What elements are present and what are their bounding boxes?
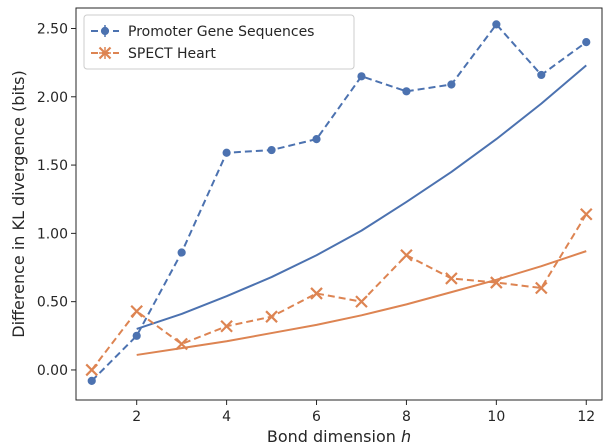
data-point-0 [492,20,501,29]
data-point-1 [175,337,188,351]
legend-label: Promoter Gene Sequences [128,24,314,40]
data-point-0 [222,148,231,157]
trend-line-3 [136,250,587,356]
data-point-0 [402,87,411,96]
data-point-1 [265,310,278,323]
trend-line-2 [136,64,587,330]
plot-area [75,7,603,401]
y-axis: 0.00 0.50 1.00 1.50 2.00 2.50 [37,21,76,379]
data-point-1 [400,248,413,262]
legend-entries: Promoter Gene Sequences SPECT Heart [91,24,314,62]
x-axis-label-text: Bond dimension [267,427,401,446]
data-point-0 [582,38,591,47]
y-tick-label: 0.50 [37,295,68,311]
series-line-1 [90,213,588,371]
data-point-0 [267,145,276,155]
x-tick-label: 12 [577,409,595,425]
y-tick-label: 1.00 [37,226,68,242]
data-point-1 [535,281,548,295]
x-axis: 2 4 6 8 10 12 [132,400,595,425]
data-point-1 [355,295,368,308]
legend: Promoter Gene Sequences SPECT Heart [83,14,355,70]
series-layer [85,20,593,385]
x-tick-label: 6 [312,409,321,425]
data-point-0 [177,248,186,257]
data-point-1 [490,276,503,289]
data-point-1 [85,363,99,377]
data-point-1 [310,287,323,300]
data-point-1 [130,304,143,318]
x-tick-label: 4 [222,409,231,425]
data-point-1 [445,272,458,285]
legend-marker [100,26,110,36]
legend-entry: SPECT Heart [91,46,216,62]
data-point-1 [579,207,593,221]
data-point-0 [447,80,456,89]
y-tick-label: 0.00 [37,363,68,379]
y-axis-label: Difference in KL divergence (bits) [9,70,28,338]
legend-frame [83,14,355,70]
x-tick-label: 2 [132,409,141,425]
legend-label: SPECT Heart [128,46,216,62]
data-point-0 [132,331,141,340]
x-tick-label: 10 [487,409,505,425]
data-point-1 [220,319,233,333]
data-point-0 [312,135,321,144]
x-tick-label: 8 [402,409,411,425]
data-point-0 [537,70,546,80]
legend-entry: Promoter Gene Sequences [91,24,314,40]
legend-marker [98,46,112,60]
y-tick-label: 2.00 [37,90,68,106]
y-tick-label: 2.50 [37,21,68,37]
x-axis-label: Bond dimension h [267,427,411,446]
x-axis-label-variable: h [401,427,411,446]
data-point-0 [87,376,96,385]
data-point-0 [357,72,366,81]
y-tick-label: 1.50 [37,158,68,174]
series-line-0 [91,23,587,382]
